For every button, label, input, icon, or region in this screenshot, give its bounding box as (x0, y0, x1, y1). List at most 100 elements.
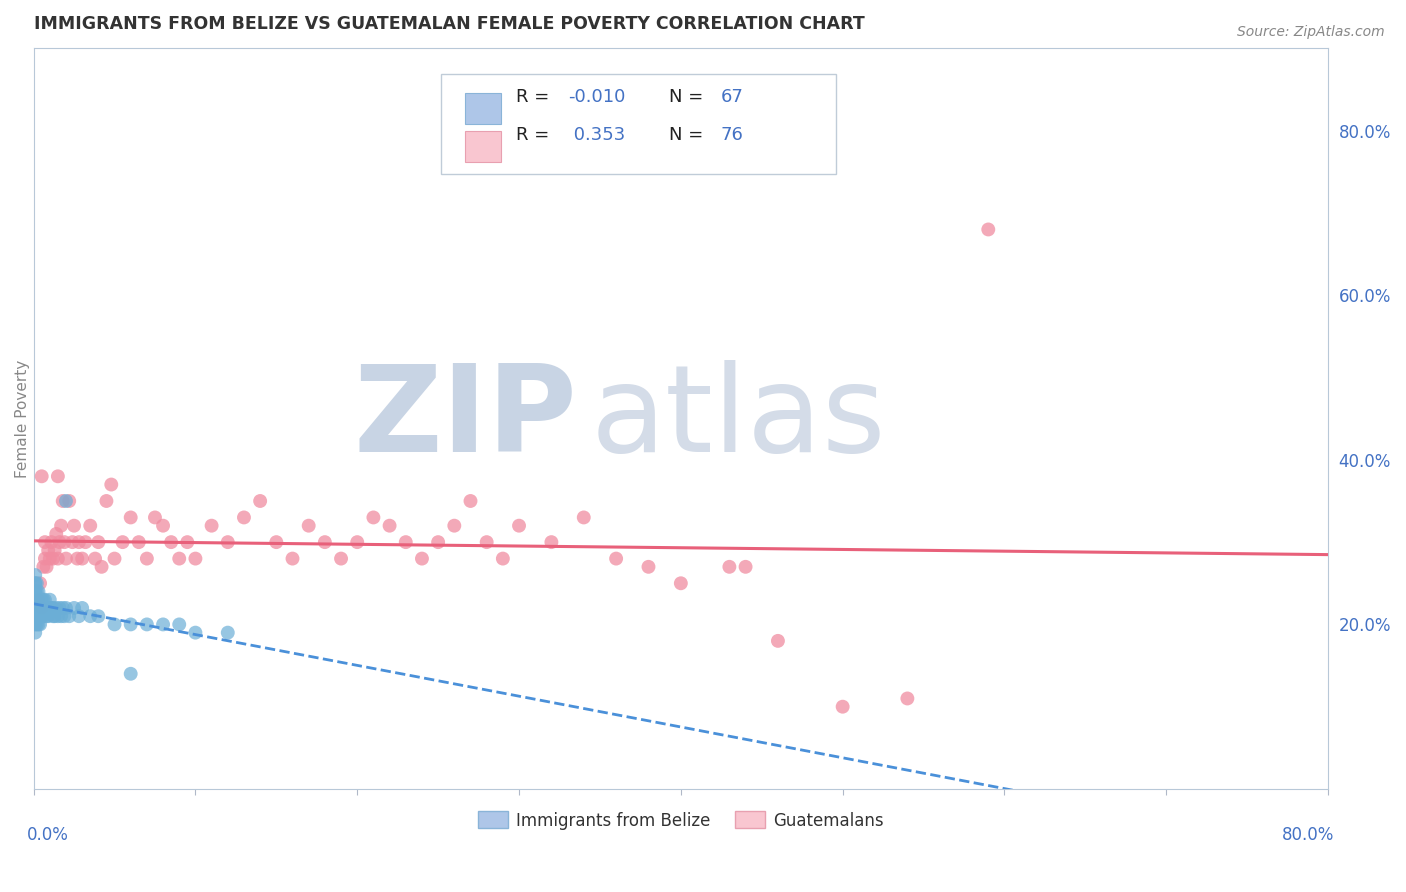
Point (314, 535, 336, 549)
Point (120, 510, 142, 524)
Point (30, 592, 52, 607)
Point (24, 576, 46, 591)
Point (42, 609, 65, 624)
Point (32, 559, 55, 574)
Point (669, 576, 692, 591)
Point (152, 617, 174, 632)
Point (67, 535, 90, 549)
Y-axis label: Female Poverty: Female Poverty (15, 359, 30, 478)
Point (34, 601, 56, 615)
Point (52, 601, 75, 615)
Point (24, 568, 46, 582)
Text: atlas: atlas (591, 360, 886, 477)
Point (37, 609, 59, 624)
Point (58, 609, 80, 624)
Point (46, 551, 69, 566)
Point (87, 535, 110, 549)
Text: Source: ZipAtlas.com: Source: ZipAtlas.com (1237, 25, 1385, 39)
Point (55, 601, 77, 615)
Point (896, 691, 918, 706)
FancyBboxPatch shape (464, 93, 501, 124)
Point (49, 518, 72, 533)
Point (63, 518, 86, 533)
Point (176, 535, 198, 549)
Point (42, 601, 65, 615)
Point (55, 494, 77, 508)
Text: 0.0%: 0.0% (27, 826, 69, 844)
Point (120, 666, 142, 681)
Point (27, 609, 49, 624)
Point (48, 601, 70, 615)
Point (41, 601, 63, 615)
Text: ZIP: ZIP (353, 360, 578, 477)
Point (734, 559, 756, 574)
Point (66, 551, 89, 566)
Point (62, 535, 84, 549)
Point (25, 584, 48, 599)
Point (25, 609, 48, 624)
Point (111, 535, 134, 549)
Text: 76: 76 (721, 126, 744, 145)
Point (34, 551, 56, 566)
Point (605, 551, 627, 566)
Point (395, 535, 418, 549)
Point (58, 494, 80, 508)
Text: 0.353: 0.353 (568, 126, 626, 145)
Point (200, 518, 222, 533)
Point (30, 601, 52, 615)
Point (160, 535, 183, 549)
Text: R =: R = (516, 87, 555, 105)
Point (330, 551, 353, 566)
Point (249, 494, 271, 508)
Point (184, 551, 207, 566)
Point (24, 617, 46, 632)
Point (443, 518, 465, 533)
Text: -0.010: -0.010 (568, 87, 626, 105)
Point (55, 551, 77, 566)
Point (53, 609, 76, 624)
Point (52, 494, 75, 508)
Point (35, 559, 58, 574)
Point (38, 551, 60, 566)
Point (24, 576, 46, 591)
Point (46, 609, 69, 624)
Point (35, 609, 58, 624)
Point (32, 592, 55, 607)
Point (24, 609, 46, 624)
Point (35, 601, 58, 615)
Legend: Immigrants from Belize, Guatemalans: Immigrants from Belize, Guatemalans (471, 805, 891, 836)
Point (718, 559, 741, 574)
Point (79, 609, 101, 624)
Point (42, 551, 65, 566)
Point (31, 469, 53, 483)
Text: IMMIGRANTS FROM BELIZE VS GUATEMALAN FEMALE POVERTY CORRELATION CHART: IMMIGRANTS FROM BELIZE VS GUATEMALAN FEM… (34, 15, 865, 33)
Point (103, 617, 125, 632)
Point (67, 609, 90, 624)
Point (135, 551, 157, 566)
Point (100, 477, 122, 491)
Point (152, 518, 174, 533)
Point (25, 601, 48, 615)
Point (378, 518, 401, 533)
Point (34, 535, 56, 549)
Text: 67: 67 (721, 87, 744, 105)
Point (30, 576, 52, 591)
Point (48, 535, 70, 549)
Point (27, 601, 49, 615)
Point (46, 469, 69, 483)
Point (32, 609, 55, 624)
Point (45, 527, 67, 541)
Point (70, 551, 93, 566)
Point (27, 592, 49, 607)
Point (637, 559, 659, 574)
Point (75, 535, 97, 549)
Point (27, 592, 49, 607)
Point (27, 584, 49, 599)
Point (37, 543, 59, 558)
Point (167, 617, 190, 632)
Point (31, 609, 53, 624)
Point (24, 584, 46, 599)
Point (53, 535, 76, 549)
Point (45, 601, 67, 615)
Point (63, 601, 86, 615)
